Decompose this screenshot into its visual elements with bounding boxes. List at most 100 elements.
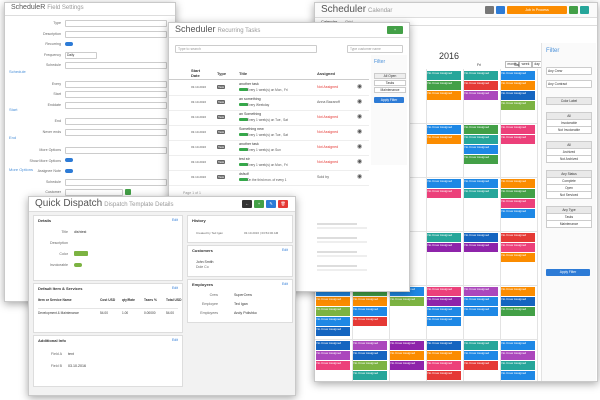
calendar-event[interactable]: No Crew Assigned bbox=[316, 297, 350, 306]
customers-edit-link[interactable]: Edit bbox=[281, 248, 288, 252]
calendar-event[interactable]: No Crew Assigned bbox=[501, 101, 535, 110]
table-row[interactable]: 03.10.2016 Task an something Every Weekday A… bbox=[169, 95, 369, 111]
calendar-event[interactable]: No Crew Assigned bbox=[390, 297, 424, 306]
frequency-select[interactable]: Daily bbox=[65, 51, 97, 59]
filter-option-all-open[interactable]: All Open bbox=[374, 73, 406, 79]
calendar-event[interactable]: No Crew Assigned bbox=[501, 243, 535, 252]
calendar-export-button[interactable] bbox=[580, 6, 589, 14]
lock-button[interactable] bbox=[496, 6, 505, 14]
settings-toggle[interactable] bbox=[65, 41, 73, 46]
calendar-event[interactable]: No Crew Assigned bbox=[427, 317, 461, 326]
calendar-event[interactable]: No Crew Assigned bbox=[316, 327, 350, 336]
calendar-event[interactable]: No Crew Assigned bbox=[464, 341, 498, 350]
calendar-day-cell[interactable]: No Crew Assigned No Crew Assigned No Crew … bbox=[463, 339, 501, 381]
calendar-day-cell[interactable]: No Crew Assigned No Crew Assigned No Crew … bbox=[315, 339, 353, 381]
contract-select[interactable]: Any Contract bbox=[546, 80, 592, 88]
recurring-search-input[interactable]: Type to search bbox=[175, 45, 317, 53]
tab-grid[interactable]: Grid bbox=[345, 19, 353, 24]
filter-option-tasks[interactable]: Tasks bbox=[374, 80, 406, 86]
recurring-add-button[interactable]: + bbox=[387, 26, 403, 34]
calendar-day-cell[interactable]: No Crew Assigned No Crew Assigned bbox=[463, 177, 501, 232]
settings-field[interactable] bbox=[65, 147, 167, 154]
calendar-event[interactable]: No Crew Assigned bbox=[501, 287, 535, 296]
calendar-event[interactable]: No Crew Assigned bbox=[501, 233, 535, 242]
calendar-day-cell[interactable]: No Crew Assigned No Crew Assigned No Crew … bbox=[426, 285, 464, 340]
calendar-filter-option[interactable]: Not Serviced bbox=[546, 191, 592, 199]
calendar-event[interactable]: No Crew Assigned bbox=[464, 243, 498, 252]
calendar-event[interactable]: No Crew Assigned bbox=[501, 209, 535, 218]
calendar-event[interactable]: No Crew Assigned bbox=[427, 243, 461, 252]
calendar-event[interactable]: No Crew Assigned bbox=[464, 81, 498, 90]
calendar-day-cell[interactable]: No Crew Assigned No Crew Assigned bbox=[463, 231, 501, 286]
row-title[interactable]: dsfsdf bbox=[239, 172, 249, 176]
calendar-event[interactable]: No Crew Assigned bbox=[353, 341, 387, 350]
calendar-event[interactable]: No Crew Assigned bbox=[316, 341, 350, 350]
row-title[interactable]: another task bbox=[239, 142, 259, 146]
calendar-event[interactable]: No Crew Assigned bbox=[501, 81, 535, 90]
settings-toggle[interactable] bbox=[65, 158, 73, 162]
calendar-day-cell[interactable]: No Crew Assigned No Crew Assigned No Crew … bbox=[463, 69, 501, 124]
calendar-event[interactable]: No Crew Assigned bbox=[427, 297, 461, 306]
calendar-event[interactable]: No Crew Assigned bbox=[427, 307, 461, 316]
calendar-event[interactable]: No Crew Assigned bbox=[353, 317, 387, 326]
calendar-day-cell[interactable]: No Crew Assigned No Crew Assigned bbox=[500, 123, 538, 178]
col-assigned[interactable]: Assigned bbox=[317, 71, 336, 76]
eye-icon[interactable]: ◉ bbox=[357, 174, 363, 180]
calendar-day-cell[interactable]: No Crew Assigned No Crew Assigned bbox=[426, 177, 464, 232]
calendar-day-cell[interactable]: No Crew Assigned No Crew Assigned No Crew … bbox=[315, 285, 353, 340]
calendar-day-cell[interactable]: No Crew Assigned No Crew Assigned No Crew … bbox=[500, 339, 538, 381]
customer-name[interactable]: John Smith bbox=[196, 260, 214, 264]
calendar-event[interactable]: No Crew Assigned bbox=[501, 297, 535, 306]
calendar-event[interactable]: No Crew Assigned bbox=[501, 189, 535, 198]
calendar-day-cell[interactable]: No Crew Assigned No Crew Assigned No Crew … bbox=[500, 69, 538, 124]
recurring-apply-filter-button[interactable]: Apply Filter bbox=[374, 97, 404, 103]
calendar-filter-option[interactable]: Not Invoiceable bbox=[546, 126, 592, 134]
calendar-day-cell[interactable]: No Crew Assigned No Crew Assigned No Crew … bbox=[500, 285, 538, 340]
calendar-event[interactable]: No Crew Assigned bbox=[353, 381, 387, 382]
eye-icon[interactable]: ◉ bbox=[357, 159, 363, 165]
row-title[interactable]: Something new bbox=[239, 127, 264, 131]
calendar-event[interactable]: No Crew Assigned bbox=[427, 135, 461, 144]
calendar-event[interactable]: No Crew Assigned bbox=[427, 71, 461, 80]
settings-toggle[interactable] bbox=[65, 168, 73, 173]
calendar-day-cell[interactable]: No Crew Assigned No Crew Assigned No Crew … bbox=[352, 285, 390, 340]
calendar-event[interactable]: No Crew Assigned bbox=[501, 253, 535, 262]
calendar-event[interactable]: No Crew Assigned bbox=[353, 307, 387, 316]
add-event-button[interactable] bbox=[569, 6, 578, 14]
details-edit-link[interactable]: Edit bbox=[171, 218, 178, 222]
table-row[interactable]: 03.10.2016 Task an Something Every 1 week(s… bbox=[169, 110, 369, 126]
calendar-event[interactable]: No Crew Assigned bbox=[464, 135, 498, 144]
settings-field[interactable] bbox=[65, 101, 167, 109]
items-edit-link[interactable]: Edit bbox=[171, 286, 178, 290]
settings-field[interactable] bbox=[65, 118, 167, 125]
table-row[interactable]: 03.10.2016 Task another task Every 1 week(s… bbox=[169, 140, 369, 156]
calendar-event[interactable]: No Crew Assigned bbox=[464, 189, 498, 198]
lookup-button[interactable] bbox=[125, 189, 131, 195]
calendar-event[interactable]: No Crew Assigned bbox=[464, 125, 498, 134]
settings-field[interactable] bbox=[65, 178, 167, 186]
calendar-event[interactable]: No Crew Assigned bbox=[501, 351, 535, 360]
dispatch-delete-button[interactable]: 🗑 bbox=[278, 200, 288, 208]
settings-field[interactable] bbox=[65, 189, 123, 196]
calendar-event[interactable]: No Crew Assigned bbox=[501, 199, 535, 208]
row-title[interactable]: test str bbox=[239, 157, 250, 161]
dispatch-back-button[interactable]: ← bbox=[242, 200, 252, 208]
eye-icon[interactable]: ◉ bbox=[357, 144, 363, 150]
row-title[interactable]: an Something bbox=[239, 112, 262, 116]
calendar-filter-option[interactable]: Maintenance bbox=[546, 220, 592, 228]
row-title[interactable]: another task bbox=[239, 82, 259, 86]
calendar-event[interactable]: No Crew Assigned bbox=[390, 341, 424, 350]
calendar-event[interactable]: No Crew Assigned bbox=[316, 317, 350, 326]
calendar-event[interactable]: No Crew Assigned bbox=[464, 307, 498, 316]
calendar-apply-filter-button[interactable]: Apply Filter bbox=[546, 269, 590, 276]
calendar-event[interactable]: No Crew Assigned bbox=[464, 91, 498, 100]
invoiceable-toggle[interactable] bbox=[74, 262, 82, 267]
eye-icon[interactable]: ◉ bbox=[357, 114, 363, 120]
eye-icon[interactable]: ◉ bbox=[357, 84, 363, 90]
table-row[interactable]: 03.10.2016 Task another task Every 1 week(s… bbox=[169, 80, 369, 96]
calendar-event[interactable]: No Crew Assigned bbox=[353, 297, 387, 306]
calendar-event[interactable]: No Crew Assigned bbox=[427, 125, 461, 134]
eye-icon[interactable]: ◉ bbox=[357, 129, 363, 135]
settings-field[interactable] bbox=[65, 128, 167, 136]
calendar-day-cell[interactable]: No Crew Assigned No Crew Assigned No Crew … bbox=[352, 339, 390, 382]
